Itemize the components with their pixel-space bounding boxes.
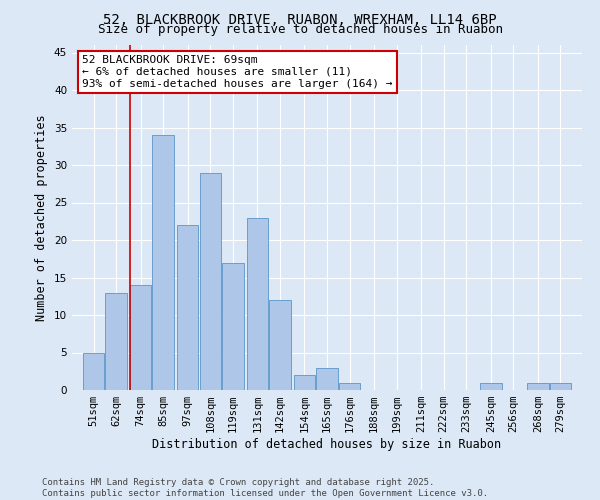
Bar <box>339 382 360 390</box>
Bar <box>152 135 174 390</box>
Bar <box>316 368 338 390</box>
Bar <box>105 292 127 390</box>
Bar <box>130 285 151 390</box>
Text: 52 BLACKBROOK DRIVE: 69sqm
← 6% of detached houses are smaller (11)
93% of semi-: 52 BLACKBROOK DRIVE: 69sqm ← 6% of detac… <box>82 56 392 88</box>
Bar <box>294 375 315 390</box>
Text: Contains HM Land Registry data © Crown copyright and database right 2025.
Contai: Contains HM Land Registry data © Crown c… <box>42 478 488 498</box>
Text: Size of property relative to detached houses in Ruabon: Size of property relative to detached ho… <box>97 22 503 36</box>
Bar <box>550 382 571 390</box>
Bar <box>247 218 268 390</box>
Bar <box>83 352 104 390</box>
Bar <box>177 225 199 390</box>
Y-axis label: Number of detached properties: Number of detached properties <box>35 114 49 321</box>
Text: 52, BLACKBROOK DRIVE, RUABON, WREXHAM, LL14 6BP: 52, BLACKBROOK DRIVE, RUABON, WREXHAM, L… <box>103 12 497 26</box>
X-axis label: Distribution of detached houses by size in Ruabon: Distribution of detached houses by size … <box>152 438 502 451</box>
Bar <box>222 262 244 390</box>
Bar <box>527 382 549 390</box>
Bar <box>269 300 290 390</box>
Bar <box>480 382 502 390</box>
Bar <box>199 172 221 390</box>
